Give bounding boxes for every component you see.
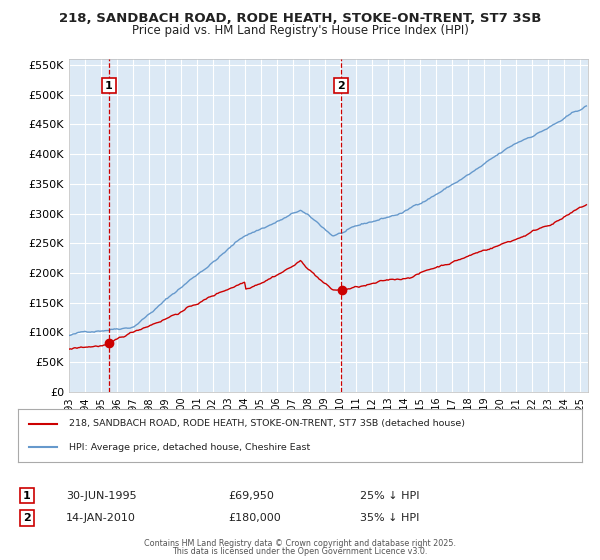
Text: 2: 2 bbox=[23, 513, 31, 523]
Text: 218, SANDBACH ROAD, RODE HEATH, STOKE-ON-TRENT, ST7 3SB: 218, SANDBACH ROAD, RODE HEATH, STOKE-ON… bbox=[59, 12, 541, 25]
Text: 25% ↓ HPI: 25% ↓ HPI bbox=[360, 491, 419, 501]
Text: This data is licensed under the Open Government Licence v3.0.: This data is licensed under the Open Gov… bbox=[172, 547, 428, 556]
Text: 218, SANDBACH ROAD, RODE HEATH, STOKE-ON-TRENT, ST7 3SB (detached house): 218, SANDBACH ROAD, RODE HEATH, STOKE-ON… bbox=[69, 419, 465, 428]
Text: £180,000: £180,000 bbox=[228, 513, 281, 523]
Text: 1: 1 bbox=[105, 81, 113, 91]
Text: HPI: Average price, detached house, Cheshire East: HPI: Average price, detached house, Ches… bbox=[69, 442, 310, 451]
Text: 35% ↓ HPI: 35% ↓ HPI bbox=[360, 513, 419, 523]
Text: Contains HM Land Registry data © Crown copyright and database right 2025.: Contains HM Land Registry data © Crown c… bbox=[144, 539, 456, 548]
Text: Price paid vs. HM Land Registry's House Price Index (HPI): Price paid vs. HM Land Registry's House … bbox=[131, 24, 469, 36]
Text: 2: 2 bbox=[337, 81, 345, 91]
Text: £69,950: £69,950 bbox=[228, 491, 274, 501]
Text: 14-JAN-2010: 14-JAN-2010 bbox=[66, 513, 136, 523]
Text: 30-JUN-1995: 30-JUN-1995 bbox=[66, 491, 137, 501]
Text: 1: 1 bbox=[23, 491, 31, 501]
